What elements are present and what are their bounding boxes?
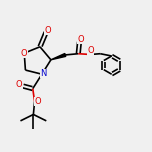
- Text: O: O: [21, 49, 28, 58]
- Text: N: N: [41, 69, 47, 78]
- Text: O: O: [77, 35, 84, 44]
- Text: O: O: [34, 97, 41, 106]
- Polygon shape: [51, 54, 66, 60]
- Text: O: O: [16, 80, 22, 89]
- Text: O: O: [44, 26, 51, 35]
- Text: O: O: [87, 46, 94, 55]
